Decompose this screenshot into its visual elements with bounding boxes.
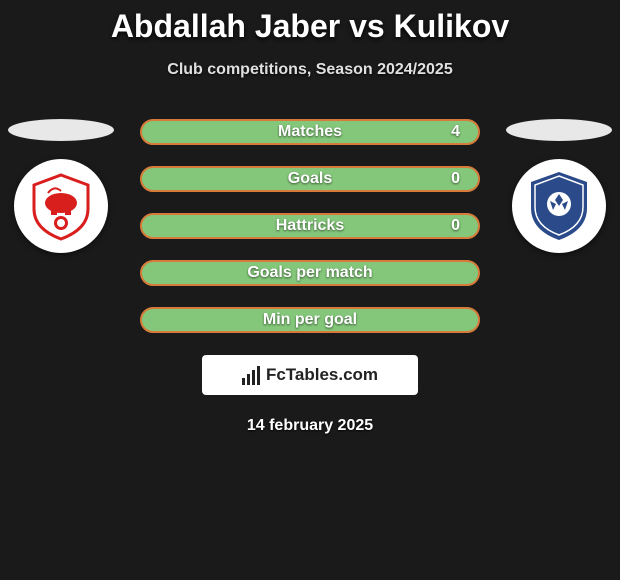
stat-label: Min per goal xyxy=(263,311,357,329)
club-badge-left xyxy=(14,159,108,253)
player-left-slot xyxy=(6,119,116,253)
fctables-watermark: FcTables.com xyxy=(202,355,418,395)
stat-bar: Hattricks 0 xyxy=(140,213,480,239)
club-badge-right xyxy=(512,159,606,253)
comparison-date: 14 february 2025 xyxy=(0,417,620,435)
player-right-slot xyxy=(504,119,614,253)
stats-list: Matches 4 Goals 0 Hattricks 0 Goals per match M… xyxy=(140,119,480,333)
stat-label: Goals per match xyxy=(247,264,372,282)
stat-label: Goals xyxy=(288,170,332,188)
player-left-avatar xyxy=(8,119,114,141)
club-badge-right-graphic xyxy=(519,166,599,246)
watermark-text: FcTables.com xyxy=(266,365,378,385)
stat-label: Hattricks xyxy=(276,217,344,235)
stat-value: 0 xyxy=(451,170,460,188)
comparison-title: Abdallah Jaber vs Kulikov xyxy=(0,0,620,45)
stat-value: 4 xyxy=(451,123,460,141)
comparison-subtitle: Club competitions, Season 2024/2025 xyxy=(0,61,620,79)
stat-bar: Min per goal xyxy=(140,307,480,333)
stat-bar: Matches 4 xyxy=(140,119,480,145)
stat-label: Matches xyxy=(278,123,342,141)
club-badge-left-graphic xyxy=(26,171,96,241)
player-right-avatar xyxy=(506,119,612,141)
stat-bar: Goals 0 xyxy=(140,166,480,192)
stat-value: 0 xyxy=(451,217,460,235)
stat-bar: Goals per match xyxy=(140,260,480,286)
comparison-content: Matches 4 Goals 0 Hattricks 0 Goals per match M… xyxy=(0,119,620,333)
bar-chart-icon xyxy=(242,366,260,385)
